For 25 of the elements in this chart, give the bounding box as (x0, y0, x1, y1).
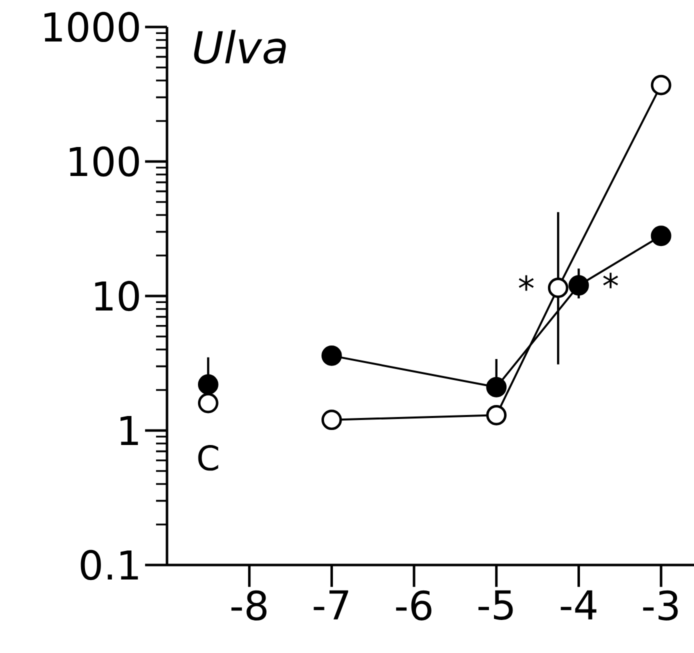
annotation: * (603, 272, 618, 288)
point (198, 392, 218, 414)
point (321, 410, 342, 430)
annotation: * (518, 275, 534, 291)
y-tick-label: 0.1 (80, 550, 138, 580)
x-tick-label: -7 (314, 590, 348, 620)
x-tick-label: -4 (560, 590, 596, 620)
point (650, 226, 672, 246)
x-tick-label: -5 (478, 590, 513, 620)
point (486, 376, 507, 398)
annotation: C (198, 445, 218, 471)
chart-title: Ulva (194, 30, 286, 64)
y-tick-label: 100 (70, 146, 139, 177)
y-tick-label: 1000 (44, 12, 139, 42)
point (486, 404, 507, 426)
y-tick-label: 1 (120, 416, 138, 446)
point (650, 74, 672, 96)
x-tick-label: -8 (231, 590, 266, 621)
x-tick-label: -6 (396, 590, 432, 621)
point (548, 278, 568, 298)
y-tick-label: 10 (95, 280, 139, 312)
x-tick-label: -3 (643, 590, 678, 621)
point (568, 275, 589, 296)
point (198, 374, 218, 395)
point (321, 345, 342, 366)
